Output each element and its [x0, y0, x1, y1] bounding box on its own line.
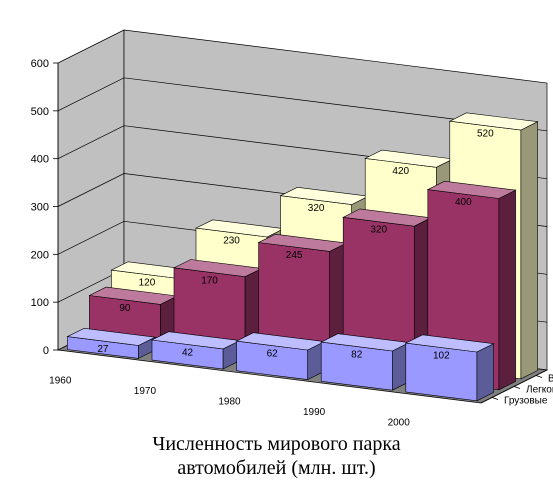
x-tick-label: 1990	[303, 407, 326, 418]
y-tick-label: 0	[43, 345, 49, 357]
data-label: 520	[477, 129, 494, 140]
data-label: 102	[433, 351, 450, 362]
y-tick-label: 300	[31, 202, 49, 214]
series-tick-label: Легковые	[526, 385, 553, 396]
bar-0-0	[66, 327, 157, 359]
series-axis: ГрузовыеЛегковыеВсего	[480, 369, 553, 407]
data-label: 320	[370, 225, 387, 236]
bar-top	[448, 112, 539, 131]
data-label: 42	[182, 347, 194, 358]
series-tick-label: Грузовые	[504, 396, 548, 407]
series-tick-label: Всего	[548, 374, 553, 385]
y-axis-ticks: 0 100 200 300 400 500 600	[31, 58, 58, 357]
chart-title: Численность мирового парка автомобилей (…	[0, 432, 553, 480]
bar-top	[426, 180, 517, 199]
y-tick-label: 600	[31, 58, 49, 70]
series-tick-mark	[535, 375, 543, 378]
series-tick-mark	[491, 397, 499, 400]
data-label: 245	[286, 250, 303, 261]
x-axis-labels: 1960 1970 1980 1990 2000	[49, 375, 410, 428]
data-label: 420	[392, 166, 409, 177]
bar-side	[520, 121, 538, 380]
y-tick-label: 500	[31, 106, 49, 118]
data-label: 170	[201, 275, 218, 286]
y-tick-label: 400	[31, 154, 49, 166]
x-tick-label: 2000	[388, 418, 411, 429]
bar-0-3	[320, 333, 411, 391]
bar-side	[476, 343, 494, 402]
data-labels: 120 230 320 420 520 90 170 245 320 400 27 42 62 82 102	[97, 129, 494, 362]
bar-0-1	[150, 331, 241, 370]
x-tick-label: 1980	[218, 397, 241, 408]
bars	[66, 112, 539, 402]
series-tick-mark	[513, 386, 521, 389]
bar-0-4	[404, 334, 495, 402]
data-label: 120	[139, 278, 156, 289]
bar-0-2	[235, 332, 326, 381]
gridline	[57, 77, 548, 132]
bar-side	[498, 189, 516, 391]
chart-title-line-2: автомобилей (млн. шт.)	[177, 457, 376, 479]
x-tick-label: 1960	[49, 375, 72, 386]
bar-top	[66, 327, 157, 346]
data-label: 230	[223, 236, 240, 247]
x-tick-label: 1970	[134, 386, 157, 397]
data-label: 27	[97, 344, 109, 355]
data-label: 62	[267, 349, 279, 360]
chart-title-line-1: Численность мирового парка	[152, 433, 401, 455]
data-label: 90	[119, 303, 131, 314]
y-tick-label: 200	[31, 249, 49, 261]
data-label: 320	[308, 203, 325, 214]
data-label: 400	[455, 197, 472, 208]
bar-top	[404, 334, 495, 353]
y-tick-label: 100	[31, 297, 49, 309]
data-label: 82	[351, 350, 363, 361]
